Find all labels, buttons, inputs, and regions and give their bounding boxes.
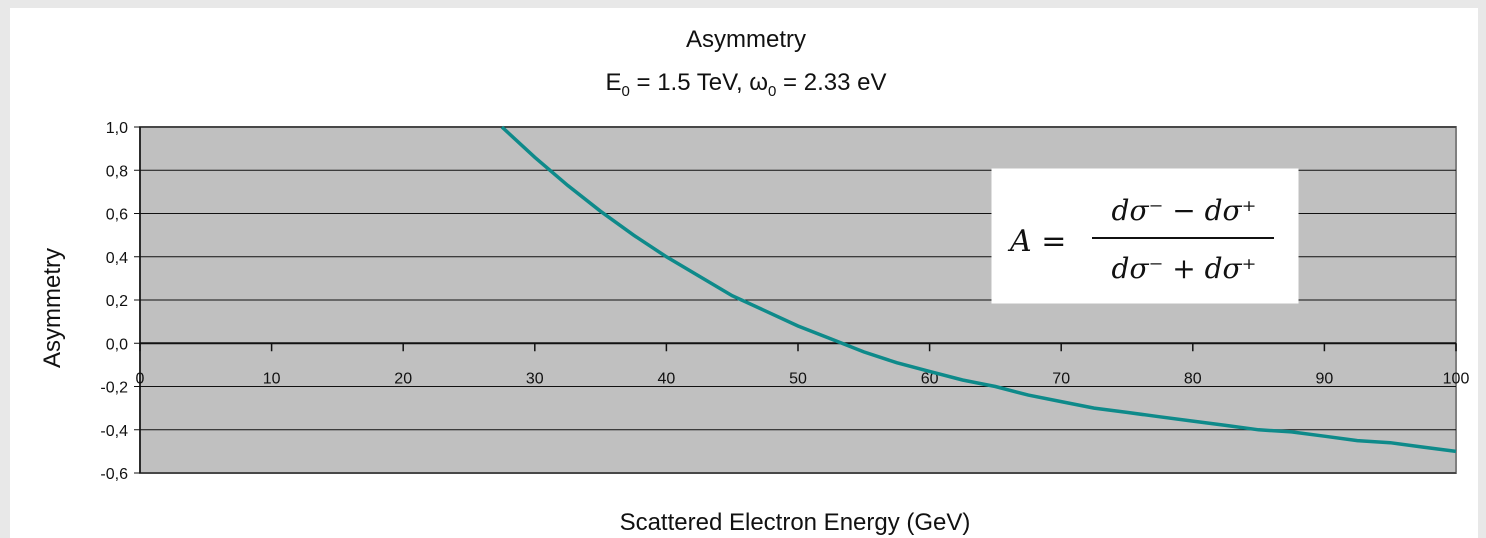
chart-title: Asymmetry — [686, 26, 806, 53]
x-tick-label: 90 — [1316, 370, 1334, 387]
y-axis-title: Asymmetry — [39, 248, 66, 368]
x-axis-title: Scattered Electron Energy (GeV) — [620, 509, 971, 536]
x-tick-label: 20 — [394, 370, 412, 387]
x-tick-label: 100 — [1443, 370, 1470, 387]
asymmetry-chart: Asymmetry E0 = 1.5 TeV, ω0 = 2.33 eV 1,0… — [39, 26, 1470, 536]
y-tick-label: 0,2 — [106, 293, 128, 310]
y-tick-label: -0,6 — [100, 466, 128, 483]
x-tick-label: 0 — [136, 370, 145, 387]
x-tick-label: 30 — [526, 370, 544, 387]
y-tick-label: 0,0 — [106, 336, 128, 353]
chart-subtitle: E0 = 1.5 TeV, ω0 = 2.33 eV — [606, 69, 887, 100]
x-tick-label: 70 — [1052, 370, 1070, 387]
y-tick-label: 1,0 — [106, 120, 128, 137]
formula-numerator: dσ⁻ − dσ⁺ — [1112, 194, 1257, 227]
subtitle-omega-value: = 2.33 eV — [776, 69, 886, 96]
x-tick-label: 10 — [263, 370, 281, 387]
y-tick-label: 0,6 — [106, 207, 128, 224]
x-tick-label: 80 — [1184, 370, 1202, 387]
subtitle-e-symbol: E — [606, 69, 622, 96]
y-tick-label: 0,8 — [106, 163, 128, 180]
formula-background — [991, 168, 1299, 304]
subtitle-e-subscript: 0 — [622, 83, 630, 100]
subtitle-omega-subscript: 0 — [768, 83, 776, 100]
y-tick-label: -0,2 — [100, 380, 128, 397]
chart-panel: Asymmetry E0 = 1.5 TeV, ω0 = 2.33 eV 1,0… — [10, 8, 1478, 538]
formula-box: A = dσ⁻ − dσ⁺ dσ⁻ + dσ⁺ — [991, 168, 1299, 304]
x-tick-label: 50 — [789, 370, 807, 387]
x-tick-label: 60 — [921, 370, 939, 387]
asymmetry-series-line — [500, 125, 1457, 454]
subtitle-omega-symbol: ω — [749, 69, 768, 96]
x-tick-label: 40 — [658, 370, 676, 387]
y-tick-label: 0,4 — [106, 250, 128, 267]
formula-denominator: dσ⁻ + dσ⁺ — [1112, 252, 1257, 285]
subtitle-e-value: = 1.5 TeV, — [630, 69, 749, 96]
formula-lhs: A = — [1007, 224, 1066, 259]
y-tick-label: -0,4 — [100, 423, 128, 440]
